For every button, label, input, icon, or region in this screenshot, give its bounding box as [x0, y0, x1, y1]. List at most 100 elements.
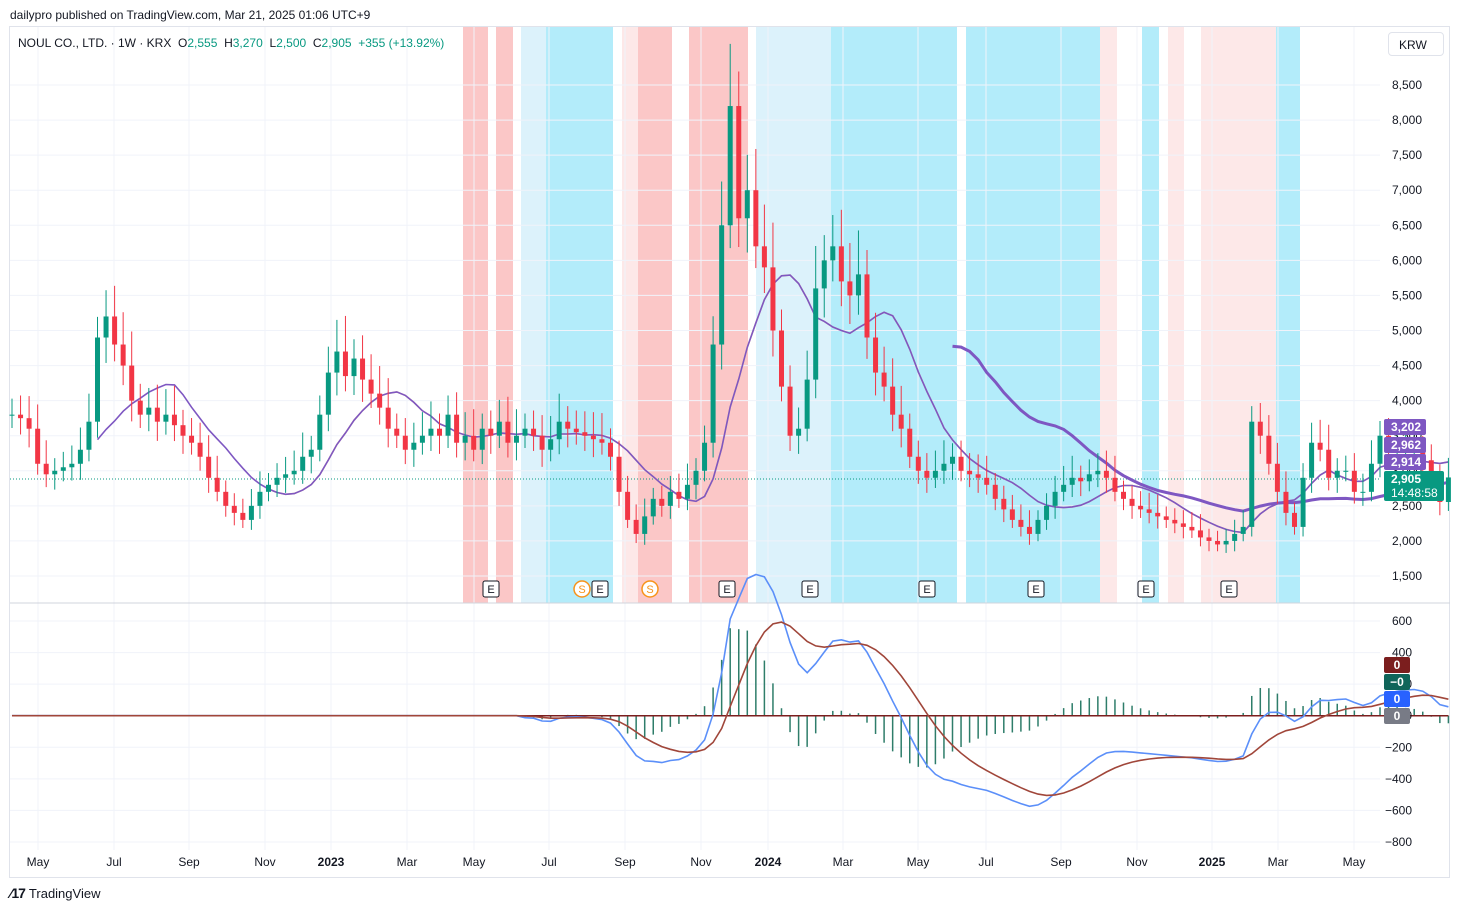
candle-body — [437, 428, 442, 436]
candle-body — [864, 274, 870, 338]
macd-tick-label: −800 — [1385, 835, 1412, 849]
candle-body — [1223, 540, 1229, 545]
candle-body — [727, 106, 733, 226]
candle-body — [736, 106, 742, 219]
price-tick-label: 8,500 — [1392, 78, 1422, 92]
split-marker-label: S — [578, 584, 585, 596]
candle-body — [1103, 470, 1109, 478]
time-tick-label: Sep — [1050, 855, 1072, 869]
background-band — [546, 27, 613, 603]
candle-body — [325, 372, 331, 415]
time-tick-label: Sep — [614, 855, 636, 869]
legend-low-label: L — [269, 36, 277, 50]
earnings-marker-label: E — [1225, 584, 1232, 596]
candle-body — [197, 442, 203, 457]
candle-body — [881, 372, 887, 387]
candle-body — [1155, 512, 1161, 517]
candle-body — [1215, 540, 1221, 545]
background-bands — [463, 27, 1300, 603]
candle-body — [248, 505, 254, 520]
time-tick-label: May — [907, 855, 930, 869]
candle-body — [1428, 460, 1434, 482]
candle-body — [642, 516, 648, 534]
candle-body — [753, 190, 759, 247]
candle-body — [266, 484, 271, 492]
candle-body — [582, 432, 588, 436]
currency-button[interactable]: KRW — [1388, 32, 1444, 56]
candle-body — [1343, 470, 1349, 472]
candle-body — [1018, 519, 1024, 527]
candle-body — [1266, 435, 1272, 464]
candle-body — [189, 435, 195, 443]
time-tick-label: Nov — [254, 855, 275, 869]
macd-value-tag — [1384, 708, 1410, 724]
macd-axis: −800−600−400−20002004006000−000 — [1384, 614, 1412, 849]
candle-body — [1334, 470, 1340, 478]
event-markers: E E E E E E E ES S — [482, 580, 1238, 598]
legend-low: 2,500 — [276, 36, 307, 50]
candle-body — [137, 400, 143, 415]
candle-body — [342, 351, 348, 377]
earnings-marker-box — [1220, 580, 1238, 598]
candle-body — [86, 421, 92, 450]
candle-body — [1249, 421, 1255, 527]
candle-body — [573, 428, 579, 433]
price-label-text: 2,962 — [1391, 438, 1421, 452]
candle-body — [719, 225, 725, 345]
macd-tick-label: 400 — [1392, 646, 1412, 660]
candle-body — [1095, 470, 1101, 475]
candle-body — [385, 407, 391, 429]
background-band — [1201, 27, 1276, 603]
price-label-tag — [1384, 471, 1444, 501]
time-tick-label: Mar — [1268, 855, 1289, 869]
price-tick-label: 1,500 — [1392, 569, 1422, 583]
candle-body — [633, 519, 639, 534]
candle-body — [1317, 442, 1323, 450]
time-tick-label: 2025 — [1199, 855, 1226, 869]
macd-value-tag — [1384, 657, 1410, 673]
candle-body — [796, 428, 802, 436]
candle-body — [770, 267, 776, 331]
candle-body — [1009, 509, 1015, 520]
price-label-text: 3,202 — [1391, 420, 1421, 434]
candle-body — [1360, 491, 1366, 493]
candle-body — [950, 456, 955, 464]
candle-body — [1309, 442, 1315, 478]
earnings-marker-box — [482, 580, 500, 598]
candle-body — [454, 414, 460, 443]
price-tick-label: 4,000 — [1392, 394, 1422, 408]
candle-body — [847, 281, 853, 296]
candle-body — [1326, 449, 1332, 478]
candle-body — [761, 246, 767, 268]
candle-body — [941, 463, 947, 471]
time-tick-label: May — [1343, 855, 1366, 869]
background-band — [1168, 27, 1184, 603]
time-tick-label: Jul — [978, 855, 993, 869]
candle-body — [779, 330, 784, 387]
earnings-marker-box — [918, 580, 936, 598]
candle-body — [120, 344, 126, 366]
candle-body — [445, 414, 451, 436]
background-band — [966, 27, 1100, 603]
candle-body — [26, 418, 32, 429]
candle-body — [1129, 498, 1135, 506]
footer-brand[interactable]: ⁄17 TradingView — [10, 885, 100, 901]
candle-body — [471, 435, 477, 450]
candle-body — [171, 414, 177, 426]
time-axis: May Jul Sep Nov 2023 Mar May Jul Sep Nov 2024 Mar Ma… — [27, 855, 1366, 869]
candle-body — [710, 344, 716, 443]
candle-body — [1121, 491, 1126, 499]
publish-line: dailypro published on TradingView.com, M… — [10, 8, 371, 22]
time-tick-label: Sep — [178, 855, 200, 869]
candle-body — [274, 477, 280, 485]
symbol-legend: NOUL CO., LTD. · 1W · KRX O2,555 H3,270 … — [18, 36, 444, 50]
candle-body — [531, 428, 537, 436]
candle-body — [1240, 526, 1246, 534]
candle-body — [505, 421, 511, 443]
candle-body — [291, 470, 297, 475]
background-band — [1100, 27, 1117, 603]
candle-body — [223, 491, 229, 506]
earnings-marker-box — [718, 580, 736, 598]
macd-tick-label: −400 — [1385, 772, 1412, 786]
